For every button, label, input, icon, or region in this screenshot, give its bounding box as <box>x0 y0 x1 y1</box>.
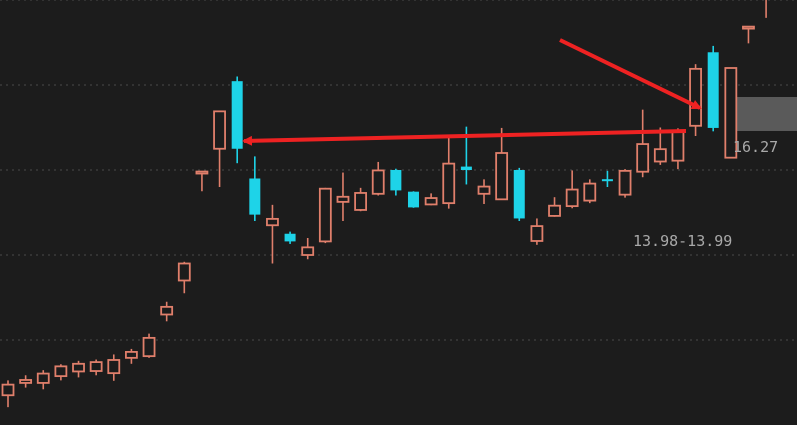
candle <box>724 67 738 159</box>
candle <box>742 25 755 44</box>
candle <box>707 45 719 132</box>
candle <box>548 197 561 217</box>
candle-body <box>460 166 472 170</box>
candle <box>513 167 525 221</box>
diagonal-arrow <box>559 38 702 110</box>
price-label-high: 16.27 <box>733 138 778 156</box>
candle <box>671 128 685 170</box>
candle <box>565 170 579 209</box>
candle <box>249 156 261 221</box>
candle-body <box>371 169 385 195</box>
price-labels: 16.27 13.98-13.99 <box>633 138 778 250</box>
candle-body <box>689 67 702 127</box>
candle-body <box>318 187 332 243</box>
price-label-range: 13.98-13.99 <box>633 232 732 250</box>
candle-body <box>442 162 456 205</box>
candle <box>301 238 315 260</box>
candle-body <box>301 246 315 256</box>
candle <box>530 218 544 245</box>
horizontal-arrow <box>242 129 687 146</box>
candle <box>284 231 296 244</box>
annotations <box>242 38 702 146</box>
candle <box>653 127 667 165</box>
candle <box>318 187 332 244</box>
candle <box>390 168 402 196</box>
candle-body <box>36 372 50 384</box>
candle-body <box>530 225 544 242</box>
candle-body <box>266 217 279 227</box>
candle-body <box>160 305 174 316</box>
candle-body <box>231 81 243 149</box>
candle-body <box>107 359 121 375</box>
candle <box>177 261 191 294</box>
candle <box>107 354 121 381</box>
candle <box>89 359 103 376</box>
candle-body <box>213 110 226 150</box>
candle <box>689 64 702 136</box>
candle <box>266 204 279 264</box>
candle-body <box>653 148 667 163</box>
candle-body <box>195 170 209 175</box>
candle <box>354 187 368 212</box>
candle <box>371 161 385 196</box>
gridlines <box>0 0 797 341</box>
candle <box>54 364 68 381</box>
candle-body <box>407 191 419 208</box>
candle <box>495 127 509 201</box>
candle-body <box>142 336 156 358</box>
candle <box>1 380 15 408</box>
candle <box>424 193 438 206</box>
candle-body <box>742 25 755 30</box>
candle-body <box>54 365 68 378</box>
candle-body <box>565 188 579 208</box>
candle-body <box>495 152 509 201</box>
candle-body <box>72 362 85 373</box>
candle-body <box>1 383 15 397</box>
candle-body <box>177 262 191 282</box>
candle-body <box>424 197 438 206</box>
candle <box>477 179 491 204</box>
candle <box>583 179 597 204</box>
candle <box>765 0 767 18</box>
candle-body <box>336 195 350 203</box>
candle <box>336 172 350 221</box>
candle <box>213 110 226 187</box>
candle <box>125 348 138 364</box>
candle-body <box>89 361 103 372</box>
candle-body <box>284 233 296 242</box>
candles <box>1 0 767 408</box>
candle-body <box>601 179 613 182</box>
candle <box>19 375 33 388</box>
candle-body <box>548 204 561 217</box>
candle-body <box>249 178 261 215</box>
price-highlight-box <box>733 97 797 131</box>
candle <box>601 170 613 187</box>
candle <box>442 136 456 209</box>
candle-body <box>477 185 491 195</box>
candle-body <box>390 170 402 191</box>
candle-body <box>354 192 368 211</box>
candle-body <box>19 379 33 384</box>
candle <box>195 170 209 192</box>
candle <box>618 169 632 198</box>
candle-body <box>636 143 650 173</box>
candle <box>160 301 174 322</box>
candle-body <box>583 182 597 202</box>
candle-body <box>618 169 632 196</box>
candle-body <box>707 52 719 128</box>
candle <box>142 333 156 358</box>
candle-body <box>513 170 525 219</box>
candle <box>36 370 50 390</box>
candle-body <box>125 350 138 359</box>
candle <box>72 360 85 378</box>
candle-body <box>724 67 738 159</box>
candle <box>231 76 243 164</box>
candle <box>407 191 419 208</box>
candle-body <box>671 130 685 162</box>
candle <box>636 109 650 178</box>
